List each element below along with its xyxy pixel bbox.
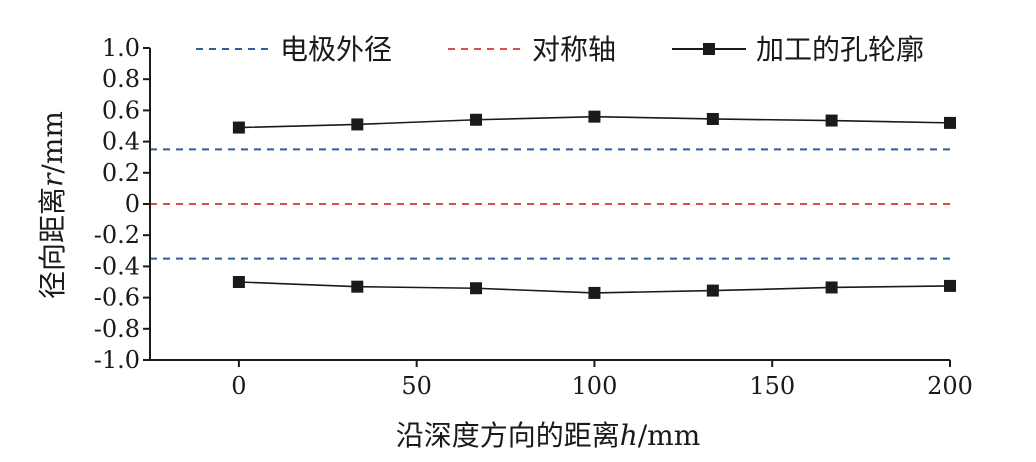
data-point-marker <box>232 121 245 134</box>
data-point-marker <box>944 279 956 292</box>
y-tick-label: 0.8 <box>102 65 140 93</box>
y-tick-label: -0.2 <box>94 221 140 249</box>
reference-lines <box>150 148 950 260</box>
data-point-marker <box>588 110 601 123</box>
data-point-marker <box>470 282 483 295</box>
y-tick-label: -0.4 <box>94 252 140 280</box>
y-axis-title-symbol: r <box>36 172 69 187</box>
legend-item-hole-profile: 加工的孔轮廓 <box>672 33 924 66</box>
y-tick-label: 0.2 <box>102 159 140 187</box>
ticks-layer: 1.0 0.8 0.6 0.4 0.2 0 -0.2 -0.4 -0.6 -0.8 -1.0 0 50 1… <box>94 34 973 400</box>
x-axis-title-unit: /mm <box>638 419 701 452</box>
y-tick-label: -0.6 <box>94 284 140 312</box>
data-point-marker <box>470 113 483 126</box>
y-tick-label: -0.8 <box>94 315 140 343</box>
data-point-marker <box>588 286 601 299</box>
y-axis-title-unit: /mm <box>36 111 69 174</box>
y-tick-label: -1.0 <box>94 346 140 374</box>
x-tick-label: 200 <box>927 372 973 400</box>
legend-label-electrode-diameter: 电极外径 <box>280 33 392 66</box>
legend-label-hole-profile: 加工的孔轮廓 <box>756 33 924 66</box>
x-axis-title-text: 沿深度方向的距离 <box>396 419 620 452</box>
y-tick-label: 0.4 <box>102 128 140 156</box>
legend-item-symmetry-axis: 对称轴 <box>448 33 616 66</box>
data-point-marker <box>351 280 364 293</box>
y-tick-label: 0.6 <box>102 96 140 124</box>
x-axis-title-symbol: h <box>620 419 638 452</box>
data-point-marker <box>706 112 719 125</box>
legend-swatch-hole-profile-marker <box>703 43 715 55</box>
legend: 电极外径 对称轴 加工的孔轮廓 <box>196 33 924 66</box>
data-point-marker <box>232 276 245 288</box>
x-axis-title: 沿深度方向的距离h/mm <box>396 419 701 452</box>
y-axis-title-text: 径向距离 <box>36 187 69 299</box>
series-layer <box>232 110 956 299</box>
y-axis-title: 径向距离r/mm <box>36 111 69 299</box>
data-point-marker <box>825 114 838 127</box>
y-tick-label: 0 <box>125 190 140 218</box>
data-point-marker <box>351 118 364 131</box>
legend-label-symmetry-axis: 对称轴 <box>532 33 616 66</box>
x-tick-label: 50 <box>401 372 432 400</box>
y-tick-label: 1.0 <box>102 34 140 62</box>
data-point-marker <box>706 284 719 297</box>
x-tick-label: 0 <box>231 372 246 400</box>
x-tick-label: 150 <box>749 372 795 400</box>
data-point-marker <box>825 281 838 294</box>
legend-item-electrode-diameter: 电极外径 <box>196 33 392 66</box>
data-point-marker <box>944 116 956 129</box>
x-tick-label: 100 <box>572 372 618 400</box>
